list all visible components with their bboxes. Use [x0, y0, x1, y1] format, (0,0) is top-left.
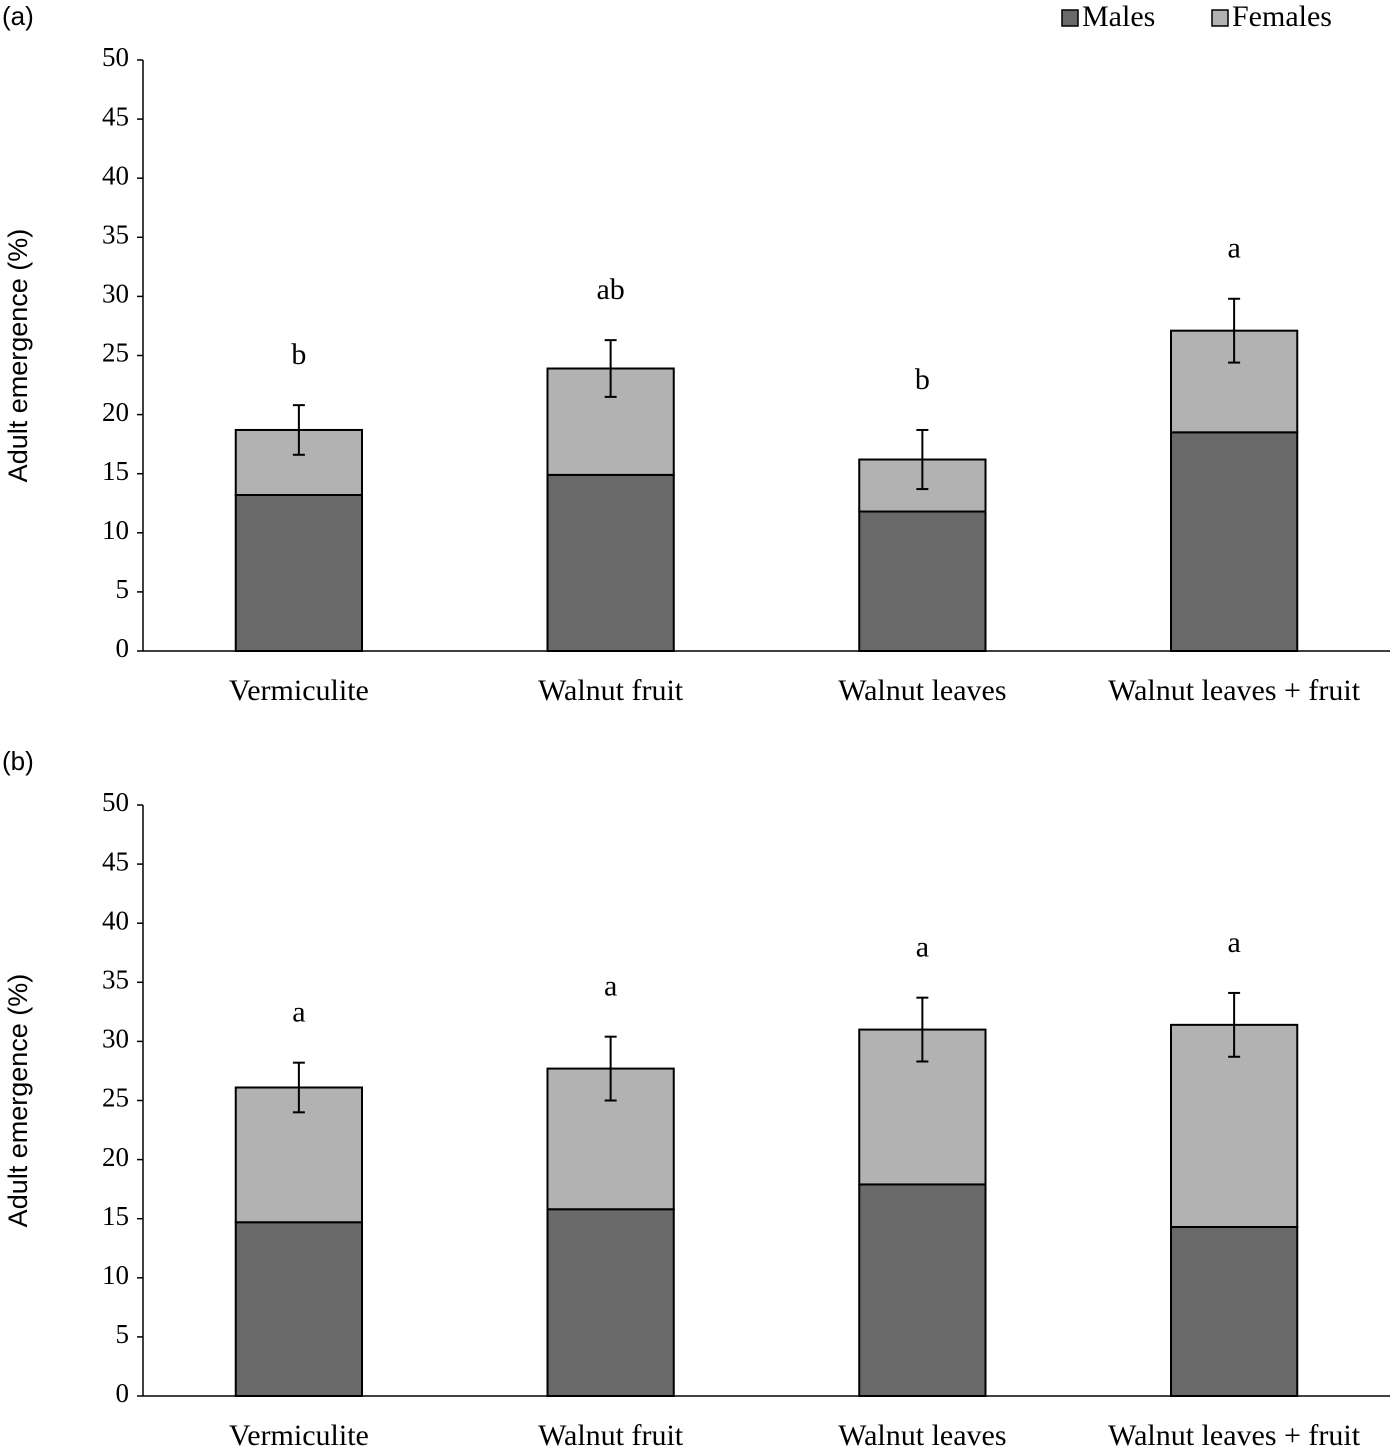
- significance-letter: ab: [596, 273, 624, 306]
- y-tick-label: 5: [116, 574, 130, 604]
- x-tick-label: Walnut fruit: [538, 1419, 684, 1452]
- x-tick-label: Vermiculite: [229, 674, 369, 707]
- y-tick-label: 25: [102, 338, 129, 368]
- significance-letter: b: [291, 338, 306, 371]
- x-tick-label: Walnut leaves + fruit: [1108, 674, 1361, 707]
- bar-segment: [1169, 431, 1299, 652]
- x-tick-label: Walnut leaves: [838, 1419, 1006, 1452]
- y-tick-label: 50: [102, 42, 129, 72]
- bar-segment: [858, 510, 987, 652]
- bar-segment: [234, 1221, 364, 1397]
- significance-letter: a: [604, 970, 617, 1003]
- y-tick-label: 40: [102, 905, 129, 935]
- y-tick-label: 25: [102, 1083, 129, 1113]
- y-tick-label: 35: [102, 965, 129, 995]
- y-tick-label: 5: [116, 1319, 130, 1349]
- bar-segment: [546, 1208, 675, 1398]
- x-tick-label: Walnut leaves: [838, 674, 1006, 707]
- y-tick-label: 50: [102, 787, 129, 817]
- x-tick-label: Vermiculite: [229, 1419, 369, 1452]
- x-tick-label: Walnut fruit: [538, 674, 684, 707]
- y-tick-label: 20: [102, 1142, 129, 1172]
- legend-swatch: [1061, 9, 1079, 27]
- bar-segment: [1169, 329, 1299, 434]
- y-tick-label: 45: [102, 101, 129, 131]
- bar-segment: [858, 1183, 987, 1397]
- legend-label: Females: [1232, 0, 1332, 33]
- y-tick-label: 15: [102, 1201, 129, 1231]
- y-tick-label: 30: [102, 279, 129, 309]
- y-tick-label: 0: [116, 633, 130, 663]
- y-axis-label: Adult emergence (%): [3, 229, 33, 483]
- panel-label: (a): [2, 1, 34, 31]
- bar-segment: [546, 473, 675, 652]
- y-tick-label: 20: [102, 397, 129, 427]
- y-tick-label: 45: [102, 846, 129, 876]
- significance-letter: a: [1227, 926, 1240, 959]
- panel-label: (b): [2, 746, 34, 776]
- y-tick-label: 40: [102, 160, 129, 190]
- bar-segment: [1169, 1023, 1299, 1228]
- x-tick-label: Walnut leaves + fruit: [1108, 1419, 1361, 1452]
- significance-letter: a: [916, 931, 929, 964]
- y-tick-label: 10: [102, 1260, 129, 1290]
- y-tick-label: 10: [102, 515, 129, 545]
- significance-letter: a: [292, 996, 305, 1029]
- y-tick-label: 35: [102, 220, 129, 250]
- legend-swatch: [1211, 9, 1229, 27]
- significance-letter: b: [915, 363, 930, 396]
- legend-label: Males: [1082, 0, 1155, 33]
- y-tick-label: 15: [102, 456, 129, 486]
- bar-segment: [234, 493, 364, 653]
- significance-letter: a: [1227, 232, 1240, 265]
- bar-segment: [1169, 1225, 1299, 1397]
- y-tick-label: 30: [102, 1024, 129, 1054]
- y-tick-label: 0: [116, 1378, 130, 1408]
- y-axis-label: Adult emergence (%): [3, 974, 33, 1228]
